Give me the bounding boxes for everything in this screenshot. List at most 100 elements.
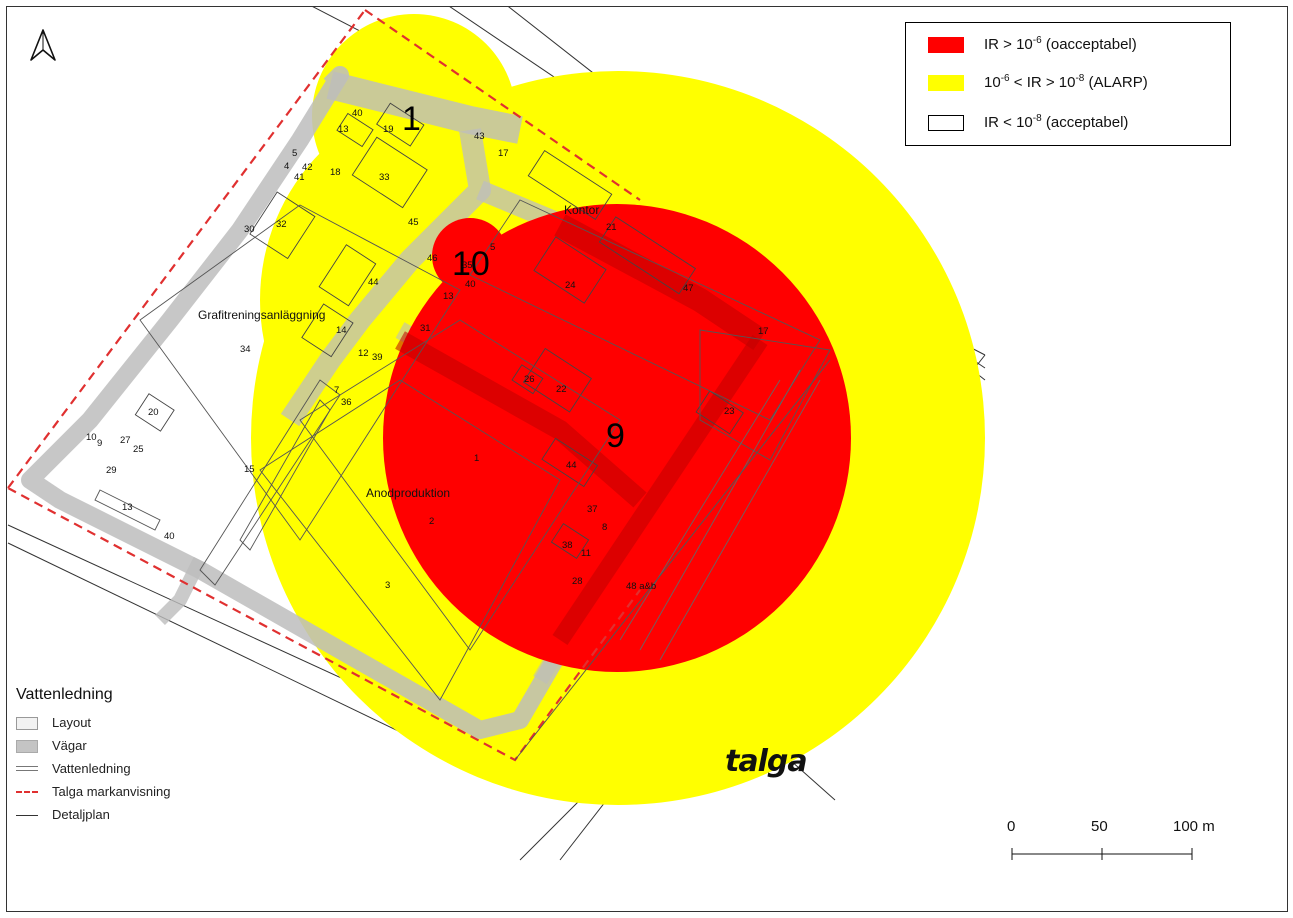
legend-label: IR < 10-8 (acceptabel) <box>984 113 1129 131</box>
base-legend-item-layout: Layout <box>16 714 246 737</box>
building-number: 19 <box>383 124 394 135</box>
building-number: 43 <box>474 131 485 142</box>
legend-swatch-red <box>928 37 964 53</box>
building-number: 11 <box>581 548 591 559</box>
building-number: 36 <box>341 397 352 408</box>
building-number: 32 <box>276 219 287 230</box>
boundary-symbol <box>16 791 38 793</box>
building-number: 17 <box>498 148 509 159</box>
zone-label-10: 10 <box>452 245 490 283</box>
building-number: 38 <box>562 540 573 551</box>
building-number: 30 <box>244 224 255 235</box>
building-number: 44 <box>566 460 577 471</box>
building-number: 1 <box>474 453 479 464</box>
base-legend-item-boundary: Talga markanvisning <box>16 783 246 806</box>
site-boundary-solid <box>514 359 831 761</box>
building-number: 41 <box>294 172 305 183</box>
map-frame <box>6 6 1288 912</box>
building-number: 31 <box>420 323 431 334</box>
building-number: 13 <box>443 291 454 302</box>
building-number: 3 <box>385 580 390 591</box>
legend-label: 10-6 < IR > 10-8 (ALARP) <box>984 73 1148 91</box>
building-number: 46 <box>427 253 438 264</box>
building-number: 34 <box>240 344 251 355</box>
building-number: 13 <box>122 502 133 513</box>
legend-label: IR > 10-6 (oacceptabel) <box>984 35 1137 53</box>
layout-symbol <box>16 717 38 730</box>
scale-bar: 0 50 100 m <box>995 818 1215 868</box>
building-number: 12 <box>358 348 369 359</box>
building-number: 4 <box>284 161 289 172</box>
building-number: 13 <box>338 124 349 135</box>
building-number: 2 <box>429 516 434 527</box>
building-number: 40 <box>164 531 175 542</box>
base-legend-label: Talga markanvisning <box>52 784 171 799</box>
building-number: 27 <box>120 435 131 446</box>
building-number: 29 <box>106 465 117 476</box>
talga-logo: talga <box>725 744 808 779</box>
north-arrow-icon <box>30 29 56 61</box>
building-number: 40 <box>465 279 476 290</box>
area-label-grafit: Grafitreningsanläggning <box>198 308 325 322</box>
water-line-symbol <box>16 766 38 771</box>
zone-label-1: 1 <box>402 100 421 138</box>
area-label-anod: Anodproduktion <box>366 486 450 500</box>
building-number: 35 <box>462 260 473 271</box>
road-in-red <box>395 214 768 645</box>
risk-legend: IR > 10-6 (oacceptabel) 10-6 < IR > 10-8… <box>905 22 1231 146</box>
legend-item-unacceptable: IR > 10-6 (oacceptabel) <box>906 31 1230 61</box>
building-outlines <box>94 102 831 701</box>
building-number: 10 <box>86 432 97 443</box>
base-legend-label: Vägar <box>52 738 87 753</box>
building-number: 5 <box>490 242 495 253</box>
base-legend-item-detaljplan: Detaljplan <box>16 806 246 829</box>
building-number: 45 <box>408 217 419 228</box>
scale-label-100: 100 m <box>1173 818 1215 835</box>
building-number: 20 <box>148 407 159 418</box>
base-legend-title: Vattenledning <box>16 686 113 703</box>
building-number: 14 <box>336 325 347 336</box>
building-number: 7 <box>334 385 339 396</box>
building-number: 22 <box>556 384 567 395</box>
building-numbers: 40 13 19 43 17 5 4 42 41 18 33 45 30 32 … <box>86 108 769 592</box>
base-legend-label: Vattenledning <box>52 761 131 776</box>
building-number: 47 <box>683 283 694 294</box>
building-number: 33 <box>379 172 390 183</box>
building-number: 37 <box>587 504 598 515</box>
building-number: 40 <box>352 108 363 119</box>
building-number: 15 <box>244 464 255 475</box>
base-legend-item-water: Vattenledning <box>16 760 246 783</box>
legend-item-alarp: 10-6 < IR > 10-8 (ALARP) <box>906 69 1230 99</box>
area-label-kontor: Kontor <box>564 203 599 217</box>
scale-label-50: 50 <box>1091 818 1108 835</box>
scale-ruler <box>1011 848 1193 860</box>
building-number: 5 <box>292 148 297 159</box>
legend-swatch-white <box>928 115 964 131</box>
building-number: 24 <box>565 280 576 291</box>
building-number: 26 <box>524 374 535 385</box>
base-legend-label: Layout <box>52 715 92 730</box>
legend-item-acceptable: IR < 10-8 (acceptabel) <box>906 109 1230 139</box>
building-number: 23 <box>724 406 735 417</box>
base-map-legend: Vattenledning Layout Vägar Vattenledning… <box>16 686 246 829</box>
building-number: 18 <box>330 167 341 178</box>
building-number: 25 <box>133 444 144 455</box>
zone-label-9: 9 <box>606 417 625 455</box>
scale-label-0: 0 <box>1007 818 1016 835</box>
roads-symbol <box>16 740 38 753</box>
building-number: 17 <box>758 326 769 337</box>
building-number: 44 <box>368 277 379 288</box>
base-legend-label: Detaljplan <box>52 807 110 822</box>
base-legend-item-roads: Vägar <box>16 737 246 760</box>
building-number: 28 <box>572 576 583 587</box>
building-number: 39 <box>372 352 383 363</box>
building-number: 42 <box>302 162 313 173</box>
legend-swatch-yellow <box>928 75 964 91</box>
building-number: 9 <box>97 438 102 449</box>
building-number: 21 <box>606 222 617 233</box>
detaljplan-symbol <box>16 815 38 816</box>
building-number: 48 a&b <box>626 581 656 592</box>
building-number: 8 <box>602 522 607 533</box>
